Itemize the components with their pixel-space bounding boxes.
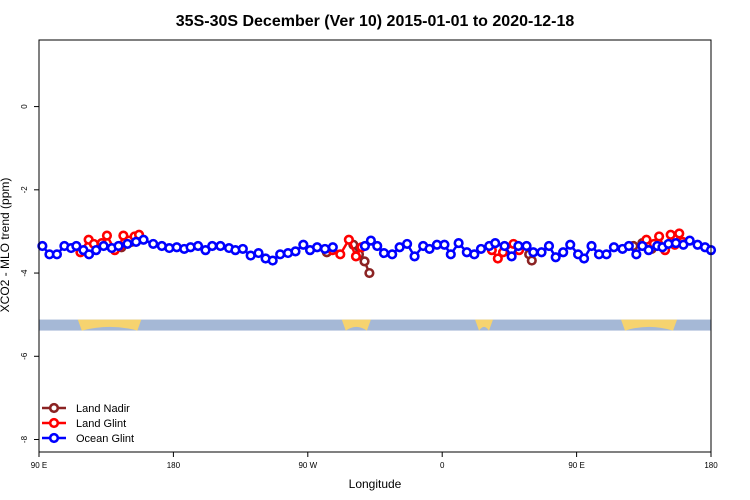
data-point-ocean-glint: [327, 242, 338, 253]
y-tick-label: -6: [20, 352, 29, 360]
data-point-ocean-glint: [506, 251, 517, 262]
x-tick-label: 90 W: [298, 461, 317, 470]
data-point-ocean-glint: [521, 240, 532, 252]
x-tick-label: 180: [167, 461, 181, 470]
data-point-ocean-glint: [528, 247, 539, 258]
data-point-ocean-glint: [409, 251, 420, 262]
data-point-land-glint: [674, 228, 685, 239]
land-segment: [621, 319, 678, 331]
data-point-land-nadir: [359, 256, 370, 267]
data-point-ocean-glint: [475, 243, 487, 255]
y-tick-label: -8: [20, 435, 29, 443]
data-point-ocean-glint: [558, 247, 569, 258]
ocean-band: [39, 319, 711, 331]
x-tick-label: 180: [704, 461, 718, 470]
data-point-ocean-glint: [550, 252, 561, 263]
data-point-land-nadir: [364, 267, 375, 279]
data-point-land-glint: [492, 253, 503, 264]
data-point-ocean-glint: [290, 246, 301, 257]
chart-title: 35S-30S December (Ver 10) 2015-01-01 to …: [176, 13, 575, 30]
data-point-ocean-glint: [267, 255, 278, 266]
data-point-ocean-glint: [623, 240, 634, 252]
data-point-ocean-glint: [122, 238, 133, 250]
data-point-ocean-glint: [319, 243, 331, 255]
data-point-ocean-glint: [513, 240, 524, 252]
data-point-ocean-glint: [684, 235, 695, 246]
data-point-ocean-glint: [543, 240, 555, 252]
data-point-ocean-glint: [453, 237, 464, 249]
legend-label-land-glint: Land Glint: [76, 418, 126, 430]
data-point-ocean-glint: [237, 243, 248, 255]
land-ocean-band: [39, 319, 711, 331]
data-point-ocean-glint: [536, 247, 547, 258]
data-point-ocean-glint: [424, 243, 435, 255]
data-point-land-glint: [654, 231, 665, 242]
y-tick-label: -2: [20, 186, 29, 194]
data-point-ocean-glint: [207, 240, 218, 252]
data-point-land-nadir: [526, 255, 537, 266]
data-point-ocean-glint: [387, 249, 398, 260]
legend-marker-land-nadir: [48, 402, 60, 414]
legend-marker-land-glint: [48, 417, 60, 429]
data-point-ocean-glint: [192, 240, 204, 252]
legend-label-land-nadir: Land Nadir: [76, 403, 130, 415]
data-point-land-glint: [665, 229, 676, 240]
data-point-ocean-glint: [469, 249, 480, 260]
data-point-ocean-glint: [643, 245, 654, 256]
legend-marker-ocean-glint: [48, 432, 60, 444]
data-point-ocean-glint: [51, 249, 63, 260]
data-point-ocean-glint: [98, 240, 109, 252]
data-point-ocean-glint: [608, 242, 620, 253]
legend: Land Nadir Land Glint Ocean Glint: [42, 402, 134, 445]
data-point-land-glint: [343, 234, 354, 245]
data-point-ocean-glint: [402, 238, 413, 250]
data-point-ocean-glint: [631, 249, 642, 260]
data-point-ocean-glint: [245, 250, 256, 261]
land-segment: [475, 319, 493, 331]
data-point-ocean-glint: [91, 245, 102, 256]
data-point-ocean-glint: [275, 249, 286, 260]
plot-frame: [38, 39, 712, 453]
data-point-ocean-glint: [439, 239, 450, 250]
y-axis-label: XCO2 - MLO trend (ppm): [0, 178, 12, 313]
data-point-ocean-glint: [215, 240, 226, 252]
axes: 90 E 180 90 W 0 90 E 180 0 -2 -4 -6 -8: [20, 39, 718, 470]
x-tick-label: 90 E: [568, 461, 584, 470]
data-point-ocean-glint: [490, 237, 501, 249]
land-segment: [77, 319, 142, 331]
data-point-ocean-glint: [565, 239, 576, 250]
data-point-ocean-glint: [298, 239, 309, 250]
data-point-ocean-glint: [71, 240, 82, 252]
series-layer: [37, 228, 717, 279]
data-point-ocean-glint: [359, 240, 371, 252]
data-point-ocean-glint: [378, 247, 390, 259]
y-tick-label: -4: [20, 269, 29, 277]
data-point-ocean-glint: [312, 242, 323, 253]
data-point-ocean-glint: [113, 240, 124, 252]
data-point-land-glint: [350, 251, 362, 262]
data-point-ocean-glint: [445, 249, 456, 260]
data-point-ocean-glint: [365, 235, 376, 246]
data-point-ocean-glint: [601, 249, 612, 260]
x-tick-label: 90 E: [31, 461, 47, 470]
data-point-ocean-glint: [148, 238, 159, 250]
data-point-ocean-glint: [253, 247, 264, 259]
x-axis-label: Longitude: [349, 477, 402, 491]
land-segment: [341, 319, 371, 331]
data-point-ocean-glint: [37, 240, 48, 252]
data-point-ocean-glint: [578, 253, 590, 264]
legend-label-ocean-glint: Ocean Glint: [76, 433, 134, 445]
data-point-ocean-glint: [586, 240, 597, 252]
y-tick-label: 0: [20, 104, 29, 109]
x-tick-label: 0: [440, 461, 445, 470]
data-point-ocean-glint: [499, 240, 510, 252]
data-point-land-glint: [101, 230, 113, 241]
data-point-land-glint: [335, 249, 346, 260]
data-point-ocean-glint: [83, 249, 95, 260]
data-point-ocean-glint: [138, 234, 149, 245]
data-point-ocean-glint: [372, 240, 383, 252]
